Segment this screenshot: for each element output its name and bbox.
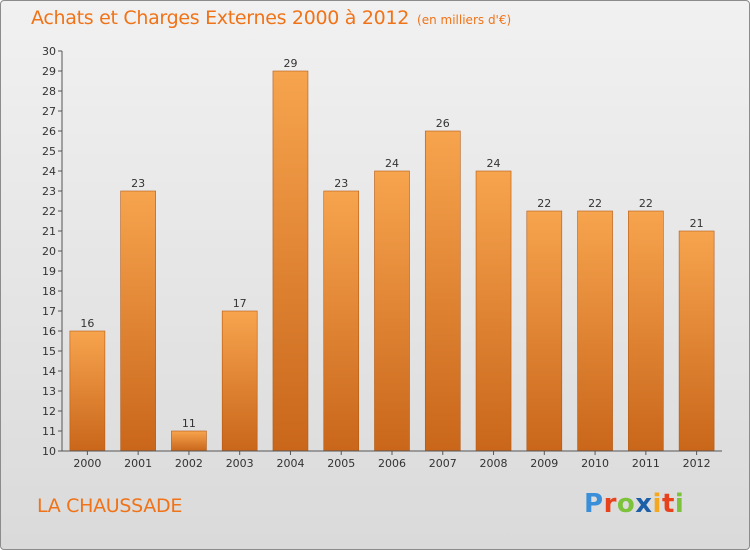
- logo-letter: i: [674, 489, 685, 519]
- proxiti-logo[interactable]: Proxiti: [584, 489, 684, 519]
- y-tick-label: 19: [42, 265, 56, 278]
- bar-2004: [272, 70, 309, 452]
- data-label-2002: 11: [182, 417, 196, 430]
- logo-letter: o: [616, 489, 636, 519]
- bar-2000: [69, 330, 106, 452]
- data-label-2000: 16: [80, 317, 94, 330]
- y-tick-label: 23: [42, 185, 56, 198]
- bar-2007: [424, 130, 461, 452]
- x-tick-label-2007: 2007: [429, 457, 457, 470]
- y-tick-label: 13: [42, 385, 56, 398]
- x-tick-label-2006: 2006: [378, 457, 406, 470]
- x-axis: 2000 2001 2002 2003 2004 2005 2006 2007 2008 2009…: [62, 450, 722, 470]
- data-label-2010: 22: [588, 197, 602, 210]
- y-tick-label: 24: [42, 165, 56, 178]
- data-label-2007: 26: [436, 117, 450, 130]
- y-tick-label: 21: [42, 225, 56, 238]
- data-label-2009: 22: [537, 197, 551, 210]
- bar-2005: [323, 190, 360, 452]
- x-tick-label-2009: 2009: [530, 457, 558, 470]
- data-label-2011: 22: [639, 197, 653, 210]
- y-tick-label: 14: [42, 365, 56, 378]
- bar-2010: [577, 210, 613, 452]
- logo-letter: r: [603, 489, 617, 519]
- x-tick-label-2005: 2005: [327, 457, 355, 470]
- y-axis: 10 11 12 13 14 15 16 17 18 19 20 21 22 23 24 25 26 27 28 29…: [42, 45, 63, 458]
- bar-2001: [120, 190, 156, 452]
- y-tick-label: 25: [42, 145, 56, 158]
- logo-letter: t: [661, 489, 675, 519]
- y-tick-label: 20: [42, 245, 56, 258]
- data-label-2005: 23: [334, 177, 348, 190]
- data-label-2004: 29: [283, 57, 297, 70]
- y-tick-label: 12: [42, 405, 56, 418]
- y-tick-label: 17: [42, 305, 56, 318]
- x-tick-label-2002: 2002: [175, 457, 203, 470]
- title-block: Achats et Charges Externes 2000 à 2012 (e…: [31, 7, 511, 29]
- data-label-2006: 24: [385, 157, 399, 170]
- y-tick-label: 29: [42, 65, 56, 78]
- data-label-2001: 23: [131, 177, 145, 190]
- y-tick-label: 22: [42, 205, 56, 218]
- y-tick-label: 28: [42, 85, 56, 98]
- bar-2008: [475, 170, 512, 452]
- data-label-2012: 21: [690, 217, 704, 230]
- bar-2003: [221, 310, 258, 452]
- x-tick-label-2011: 2011: [632, 457, 660, 470]
- data-label-2003: 17: [233, 297, 247, 310]
- y-tick-label: 10: [42, 445, 56, 458]
- bar-2011: [628, 210, 664, 452]
- bar-2012: [678, 230, 715, 452]
- bar-2006: [374, 170, 410, 452]
- x-tick-label-2004: 2004: [276, 457, 304, 470]
- x-tick-label-2003: 2003: [226, 457, 254, 470]
- y-tick-label: 27: [42, 105, 56, 118]
- chart-subtitle: (en milliers d'€): [417, 13, 512, 27]
- y-tick-label: 15: [42, 345, 56, 358]
- x-tick-label-2008: 2008: [480, 457, 508, 470]
- bar-2002: [171, 430, 207, 452]
- y-tick-label: 18: [42, 285, 56, 298]
- x-tick-label-2012: 2012: [683, 457, 711, 470]
- y-tick-label: 16: [42, 325, 56, 338]
- y-tick-label: 26: [42, 125, 56, 138]
- location-label: LA CHAUSSADE: [37, 495, 183, 517]
- bar-2009: [526, 210, 563, 452]
- chart-title: Achats et Charges Externes 2000 à 2012: [31, 7, 410, 29]
- logo-letter: P: [584, 489, 604, 519]
- y-tick-label: 30: [42, 45, 56, 58]
- bars-group: 16 23 11 17 29 23 24 26 24 22 22 22 21: [69, 57, 715, 452]
- logo-letter: i: [652, 489, 662, 519]
- data-label-2008: 24: [487, 157, 501, 170]
- x-tick-label-2010: 2010: [581, 457, 609, 470]
- logo-letter: x: [635, 489, 653, 519]
- x-tick-label-2001: 2001: [124, 457, 152, 470]
- y-tick-label: 11: [42, 425, 56, 438]
- x-tick-label-2000: 2000: [73, 457, 101, 470]
